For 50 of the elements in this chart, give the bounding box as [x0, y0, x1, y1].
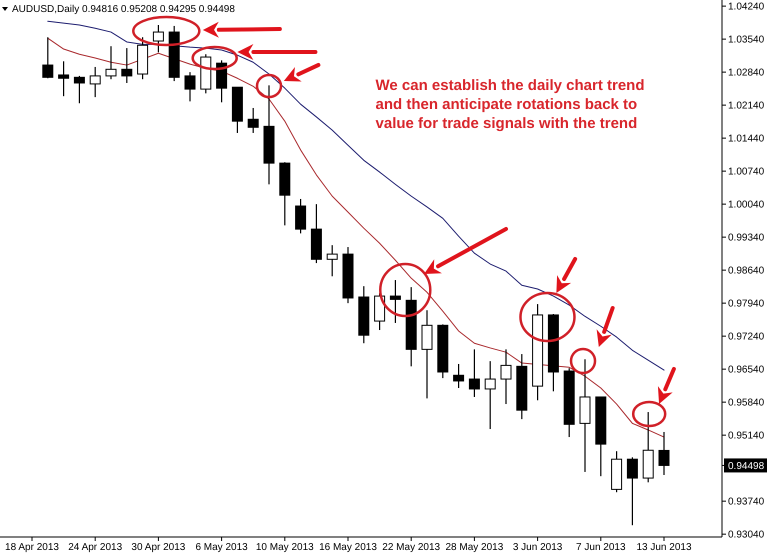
- chart-title: AUDUSD,Daily 0.94816 0.95208 0.94295 0.94498: [12, 4, 236, 15]
- candlestick: [326, 244, 338, 277]
- x-tick-label: 13 Jun 2013: [636, 542, 692, 553]
- y-tick-label: 0.97940: [728, 298, 765, 310]
- annotation: We can establish the daily chart trend and then anticipate rotations back to value for trade signals with the trend: [376, 77, 644, 132]
- y-tick-label: 0.99340: [728, 232, 765, 244]
- candlestick: [90, 66, 101, 98]
- y-tick-label: 1.02140: [728, 100, 765, 112]
- candlestick: [106, 46, 116, 80]
- y-tick-label: 0.95140: [728, 430, 765, 442]
- x-tick-label: 3 Jun 2013: [512, 542, 563, 553]
- candlestick: [453, 363, 464, 389]
- line-series: [47, 20, 664, 371]
- y-tick-label: 1.00740: [728, 166, 765, 178]
- y-tick-label: 0.97240: [728, 332, 765, 343]
- candlestick: [152, 24, 164, 53]
- candlestick: [500, 348, 512, 405]
- x-tick-label: 6 May 2013: [195, 542, 248, 553]
- x-tick-label: 16 May 2013: [319, 542, 378, 553]
- x-tick-label: 18 Apr 2013: [5, 542, 60, 553]
- x-tick-label: 28 May 2013: [445, 542, 504, 553]
- candlestick: [184, 72, 196, 102]
- x-tick-label: 10 May 2013: [256, 542, 314, 553]
- candlestick: [658, 431, 670, 476]
- candlestick: [248, 107, 259, 134]
- y-tick-label: 0.96540: [728, 364, 765, 376]
- candlestick: [42, 36, 54, 79]
- line-series: [47, 38, 664, 438]
- y-tick-label: 1.00040: [728, 200, 765, 211]
- y-tick-label: 1.01440: [728, 134, 765, 145]
- candlestick: [626, 456, 638, 526]
- y-tick-label: 0.98640: [728, 266, 765, 277]
- y-tick-label: 0.93040: [728, 530, 765, 541]
- x-tick-label: 30 Apr 2013: [131, 542, 186, 553]
- x-tick-label: 22 May 2013: [382, 542, 441, 553]
- y-tick-label: 1.02840: [728, 68, 765, 79]
- y-tick-label: 1.04240: [728, 2, 765, 13]
- candlestick: [121, 47, 132, 84]
- candlestick: [468, 348, 480, 398]
- candlestick: [390, 279, 401, 324]
- y-tick-label: 0.95840: [728, 398, 765, 409]
- y-tick-label: 0.94498: [728, 460, 765, 472]
- x-tick-label: 24 Apr 2013: [68, 542, 123, 553]
- candlestick: [295, 198, 306, 234]
- candlestick: [484, 360, 496, 430]
- x-tick-label: 7 Jun 2013: [576, 542, 626, 553]
- candlestick: [58, 60, 70, 97]
- y-tick-label: 1.03540: [728, 34, 765, 46]
- candlestick: [74, 75, 85, 104]
- y-tick-label: 0.93740: [728, 496, 765, 508]
